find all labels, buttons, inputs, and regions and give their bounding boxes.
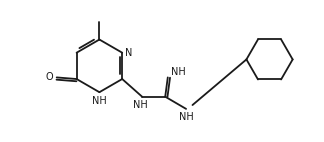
- Text: NH: NH: [92, 96, 107, 106]
- Text: NH: NH: [171, 67, 186, 77]
- Text: O: O: [46, 72, 53, 82]
- Text: NH: NH: [133, 100, 148, 110]
- Text: NH: NH: [179, 112, 193, 122]
- Text: N: N: [125, 48, 132, 58]
